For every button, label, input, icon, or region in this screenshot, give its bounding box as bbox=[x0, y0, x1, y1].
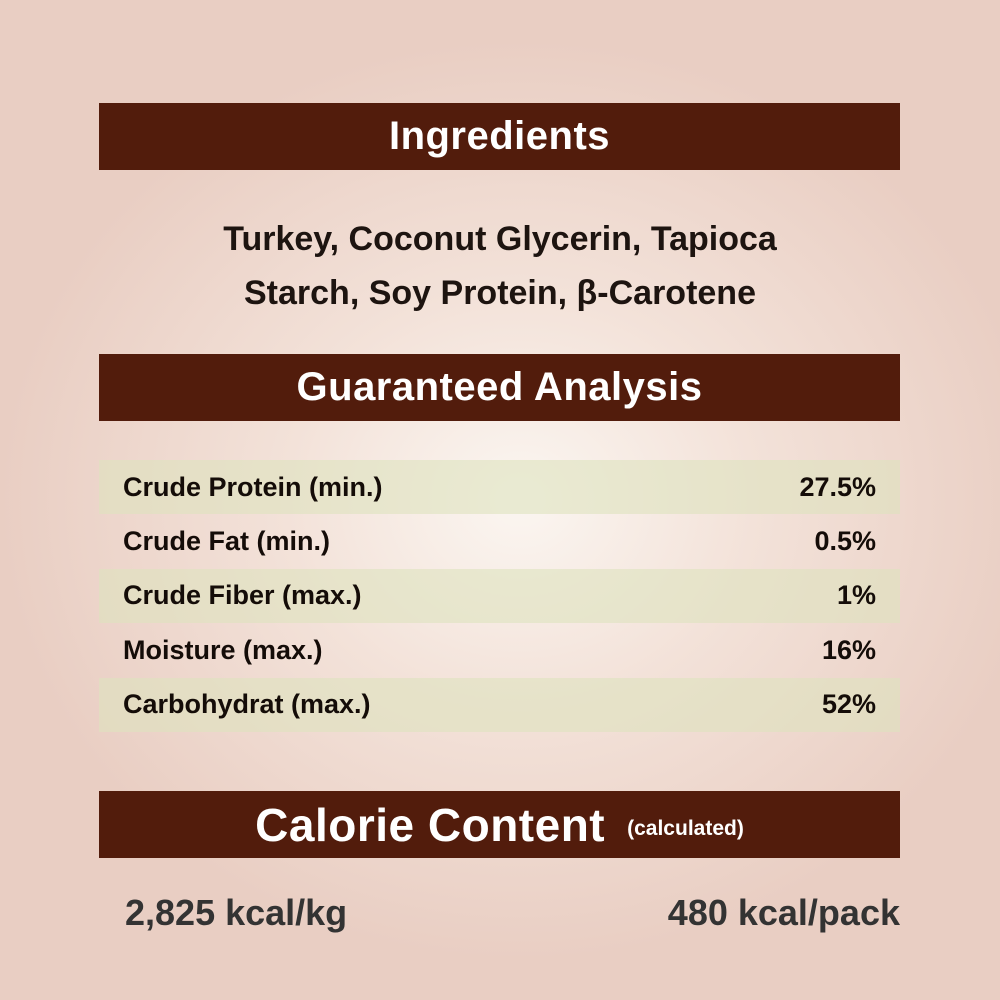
row-value: 16% bbox=[821, 634, 876, 665]
table-row: Carbohydrat (max.) 52% bbox=[99, 677, 900, 732]
ingredients-text: Turkey, Coconut Glycerin, Tapioca Starch… bbox=[0, 212, 1000, 320]
row-value: 52% bbox=[821, 689, 876, 720]
analysis-heading: Guaranteed Analysis bbox=[296, 365, 703, 409]
table-row: Crude Protein (min.) 27.5% bbox=[99, 460, 900, 515]
row-label: Moisture (max.) bbox=[123, 634, 323, 665]
row-label: Crude Protein (min.) bbox=[123, 471, 383, 502]
row-value: 27.5% bbox=[799, 471, 876, 502]
calorie-subheading: (calculated) bbox=[627, 816, 744, 840]
ingredients-heading: Ingredients bbox=[388, 114, 611, 158]
analysis-table: Crude Protein (min.) 27.5% Crude Fat (min… bbox=[99, 460, 900, 732]
table-row: Crude Fiber (max.) 1% bbox=[99, 568, 900, 624]
ingredients-line: Turkey, Coconut Glycerin, Tapioca bbox=[223, 220, 777, 258]
row-value: 0.5% bbox=[814, 526, 876, 557]
row-label: Carbohydrat (max.) bbox=[123, 689, 371, 720]
ingredients-header: Ingredients bbox=[99, 103, 900, 170]
row-label: Crude Fat (min.) bbox=[123, 526, 330, 557]
calorie-header: Calorie Content (calculated) bbox=[99, 791, 900, 858]
row-value: 1% bbox=[836, 580, 876, 611]
calorie-values: 2,825 kcal/kg 480 kcal/pack bbox=[125, 892, 900, 934]
row-label: Crude Fiber (max.) bbox=[123, 580, 362, 611]
calorie-heading: Calorie Content bbox=[255, 798, 606, 851]
calorie-per-kg: 2,825 kcal/kg bbox=[125, 892, 348, 933]
calorie-per-pack: 480 kcal/pack bbox=[667, 892, 900, 933]
table-row: Crude Fat (min.) 0.5% bbox=[99, 514, 900, 568]
analysis-header: Guaranteed Analysis bbox=[99, 354, 900, 421]
ingredients-line: Starch, Soy Protein, β-Carotene bbox=[244, 274, 756, 312]
table-row: Moisture (max.) 16% bbox=[99, 623, 900, 677]
